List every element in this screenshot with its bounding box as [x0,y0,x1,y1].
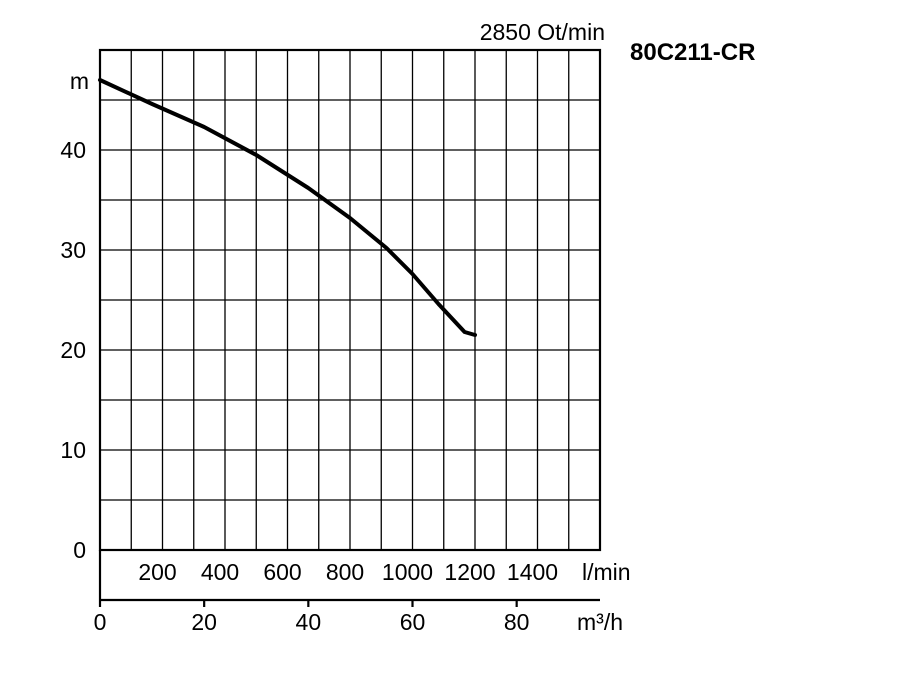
y-tick-label: 30 [60,237,86,263]
m3h-tick-labels: 0 20 40 60 80 [94,609,530,635]
y-axis-label: m [70,68,89,94]
lmin-tick-label: 400 [201,559,239,585]
y-tick-label: 10 [60,437,86,463]
m3h-axis-label: m³/h [577,609,623,635]
lmin-tick-label: 600 [263,559,301,585]
m3h-tick-label: 60 [400,609,426,635]
m3h-tick-label: 0 [94,609,107,635]
y-tick-label: 20 [60,337,86,363]
head-flow-curve [98,78,477,337]
model-label: 80C211-CR [630,39,755,66]
speed-label: 2850 Ot/min [480,19,605,45]
lmin-axis-label: l/min [582,559,631,585]
y-tick-label: 0 [73,537,86,563]
y-tick-label: 40 [60,137,86,163]
m3h-tick-label: 80 [504,609,530,635]
y-tick-labels: 0 10 20 30 40 [60,137,86,563]
grid [100,50,600,550]
lmin-tick-label: 800 [326,559,364,585]
lmin-tick-label: 1000 [382,559,433,585]
m3h-tick-label: 40 [296,609,322,635]
plot-frame [98,48,602,607]
lmin-tick-label: 1200 [444,559,495,585]
lmin-tick-label: 1400 [507,559,558,585]
m3h-tick-label: 20 [191,609,217,635]
lmin-tick-label: 200 [138,559,176,585]
lmin-tick-labels: 200 400 600 800 1000 1200 1400 [138,559,558,585]
plot-border [98,48,602,552]
